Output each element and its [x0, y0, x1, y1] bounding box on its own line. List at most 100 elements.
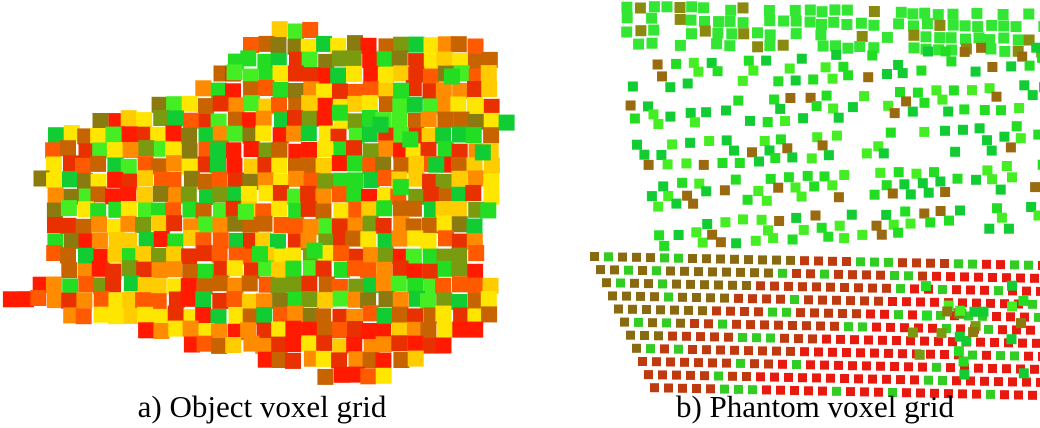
voxel [918, 363, 927, 372]
voxel [238, 204, 254, 220]
voxel [986, 299, 995, 308]
voxel [788, 321, 797, 330]
voxel [288, 66, 304, 82]
voxel [971, 175, 981, 185]
voxel [974, 364, 983, 373]
voxel [822, 91, 832, 101]
voxel [288, 24, 304, 40]
voxel [408, 171, 424, 187]
voxel [360, 231, 376, 247]
voxel [452, 216, 468, 232]
voxel [648, 25, 659, 36]
voxel [937, 95, 947, 105]
voxel [877, 230, 887, 240]
voxel [406, 201, 422, 217]
voxel [604, 252, 613, 261]
voxel [886, 323, 895, 332]
voxel [868, 284, 877, 293]
voxel [138, 322, 154, 338]
voxel [153, 186, 169, 202]
voxel [644, 279, 653, 288]
voxel [918, 272, 927, 281]
voxel [892, 336, 901, 345]
voxel [288, 171, 304, 187]
voxel [630, 114, 640, 124]
voxel [745, 116, 755, 126]
voxel [665, 112, 675, 122]
voxel [421, 233, 437, 249]
voxel [958, 389, 967, 398]
voxel [302, 22, 318, 38]
voxel [870, 349, 879, 358]
voxel [773, 76, 783, 86]
voxel [763, 117, 773, 127]
voxel [738, 76, 748, 86]
voxel [854, 41, 865, 52]
voxel [453, 112, 469, 128]
voxel [90, 156, 106, 172]
voxel [935, 177, 945, 187]
voxel [794, 334, 803, 343]
voxel [402, 131, 418, 147]
voxel [992, 312, 1001, 321]
voxel [868, 20, 879, 31]
voxel [696, 332, 705, 341]
voxel [968, 351, 977, 360]
voxel [347, 155, 363, 171]
voxel [622, 292, 631, 301]
voxel [363, 305, 379, 321]
voxel [722, 268, 731, 277]
voxel [694, 358, 703, 367]
voxel [940, 350, 949, 359]
voxel [1022, 378, 1031, 387]
voxel [900, 323, 909, 332]
voxel [363, 66, 379, 82]
voxel [909, 42, 920, 53]
voxel [377, 51, 393, 67]
voxel [347, 172, 363, 188]
voxel [361, 38, 377, 54]
voxel [437, 112, 453, 128]
voxel [821, 62, 831, 72]
voxel [392, 98, 408, 114]
voxel [980, 105, 990, 115]
voxel [135, 246, 151, 262]
voxel [714, 372, 723, 381]
voxel [1036, 287, 1040, 296]
voxel [747, 147, 757, 157]
voxel [467, 81, 483, 97]
voxel [1002, 364, 1011, 373]
voxel [1017, 52, 1027, 62]
voxel [710, 332, 719, 341]
voxel [863, 72, 873, 82]
voxel [1024, 261, 1033, 270]
voxel [152, 262, 168, 278]
voxel [480, 202, 496, 218]
voxel [743, 195, 753, 205]
voxel [76, 219, 92, 235]
voxel [346, 66, 362, 82]
voxel [778, 16, 789, 27]
voxel [828, 257, 837, 266]
voxel [764, 40, 775, 51]
voxel [711, 38, 722, 49]
voxel [972, 299, 981, 308]
voxel [872, 323, 881, 332]
voxel [785, 64, 795, 74]
voxel [271, 142, 287, 158]
voxel [317, 111, 333, 127]
voxel [590, 252, 599, 261]
voxel [628, 82, 638, 92]
voxel [868, 375, 877, 384]
voxel [467, 264, 483, 280]
voxel [226, 291, 242, 307]
voxel [360, 262, 376, 278]
voxel [666, 267, 675, 276]
voxel [888, 189, 898, 199]
voxel [361, 201, 377, 217]
voxel [166, 155, 182, 171]
voxel [300, 186, 316, 202]
voxel [818, 140, 828, 150]
voxel [980, 286, 989, 295]
voxel [904, 271, 913, 280]
